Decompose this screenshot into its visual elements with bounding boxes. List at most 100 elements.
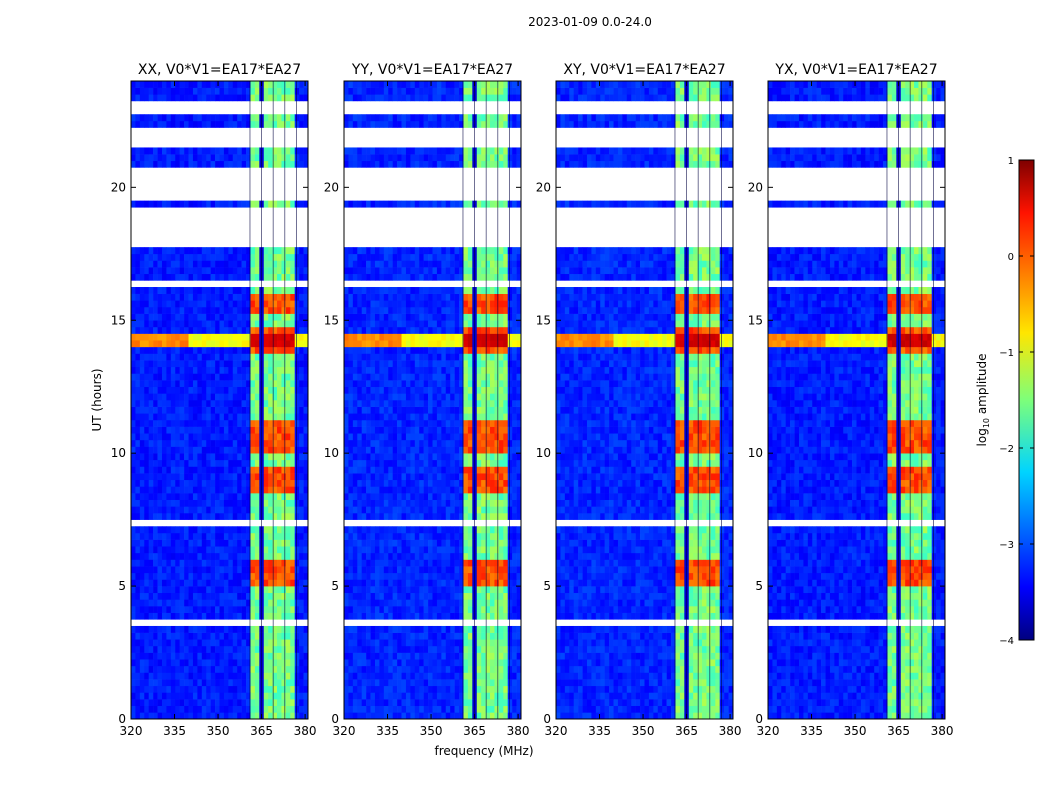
heatmap-cell: [498, 679, 504, 687]
heatmap-cell: [272, 579, 278, 587]
heatmap-cell: [432, 400, 438, 407]
heatmap-cell: [423, 506, 429, 514]
heatmap-cell: [450, 532, 455, 540]
heatmap-cell: [277, 87, 282, 95]
heatmap-cell: [135, 386, 141, 394]
heatmap-cell: [463, 400, 469, 407]
heatmap-cell: [246, 625, 251, 633]
heatmap-cell: [498, 685, 504, 693]
heatmap-cell: [139, 413, 145, 421]
heatmap-cell: [498, 659, 504, 667]
heatmap-cell: [215, 326, 220, 334]
heatmap-cell: [299, 679, 304, 687]
heatmap-cell: [232, 479, 238, 487]
heatmap-cell: [135, 320, 141, 328]
heatmap-cell: [223, 532, 229, 540]
heatmap-cell: [507, 439, 513, 447]
heatmap-cell: [210, 154, 216, 162]
heatmap-cell: [294, 353, 300, 361]
heatmap-cell: [166, 260, 172, 268]
heatmap-cell: [512, 712, 517, 720]
heatmap-cell: [419, 526, 424, 534]
heatmap-cell: [463, 479, 469, 487]
heatmap-cell: [512, 453, 517, 461]
heatmap-cell: [459, 526, 464, 534]
heatmap-cell: [454, 459, 460, 467]
heatmap-cell: [166, 439, 172, 447]
heatmap-cell: [131, 287, 136, 294]
heatmap-cell: [401, 433, 407, 441]
heatmap-cell: [175, 506, 180, 514]
heatmap-cell: [285, 572, 291, 580]
heatmap-cell: [423, 665, 429, 673]
heatmap-cell: [223, 87, 229, 95]
heatmap-cell: [228, 606, 234, 613]
heatmap-cell: [516, 645, 522, 653]
heatmap-cell: [272, 273, 278, 281]
heatmap-cell: [281, 532, 287, 540]
heatmap-cell: [294, 360, 300, 368]
heatmap-cell: [405, 612, 411, 620]
heatmap-cell: [219, 659, 225, 667]
heatmap-cell: [348, 606, 354, 613]
heatmap-cell: [467, 672, 473, 680]
heatmap-cell: [228, 433, 234, 441]
heatmap-cell: [197, 253, 203, 261]
heatmap-cell: [144, 652, 149, 660]
heatmap-cell: [192, 413, 198, 421]
heatmap-cell: [170, 659, 176, 667]
heatmap-cell: [192, 94, 198, 102]
heatmap-cell: [170, 506, 176, 514]
heatmap-cell: [263, 346, 269, 354]
heatmap-cell: [135, 479, 141, 487]
heatmap-cell: [441, 512, 447, 520]
heatmap-cell: [485, 526, 491, 534]
heatmap-cell: [450, 446, 455, 454]
heatmap-cell: [157, 699, 163, 707]
heatmap-cell: [237, 645, 242, 653]
heatmap-cell: [277, 592, 282, 600]
heatmap-cell: [428, 546, 433, 554]
heatmap-cell: [463, 712, 469, 720]
heatmap-cell: [228, 572, 234, 580]
heatmap-cell: [153, 453, 158, 461]
heatmap-cell: [223, 645, 229, 653]
heatmap-cell: [157, 439, 163, 447]
heatmap-cell: [153, 466, 158, 474]
heatmap-cell: [272, 320, 278, 328]
heatmap-cell: [215, 625, 220, 633]
heatmap-cell: [507, 526, 513, 534]
heatmap-cell: [476, 426, 482, 434]
heatmap-cell: [135, 393, 141, 401]
heatmap-cell: [166, 479, 172, 487]
heatmap-cell: [197, 260, 203, 268]
heatmap-cell: [268, 459, 273, 467]
heatmap-cell: [454, 393, 460, 401]
heatmap-cell: [281, 326, 287, 334]
heatmap-cell: [170, 466, 176, 474]
heatmap-cell: [179, 612, 185, 620]
heatmap-cell: [388, 625, 393, 633]
heatmap-cell: [175, 333, 180, 341]
heatmap-cell: [414, 625, 420, 633]
heatmap-cell: [223, 592, 229, 600]
heatmap-cell: [254, 632, 260, 640]
heatmap-cell: [370, 453, 376, 461]
heatmap-cell: [303, 665, 309, 673]
heatmap-cell: [485, 433, 491, 441]
heatmap-cell: [241, 473, 247, 481]
heatmap-cell: [441, 466, 447, 474]
heatmap-cell: [344, 639, 349, 647]
heatmap-cell: [148, 346, 154, 354]
heatmap-cell: [374, 692, 380, 700]
heatmap-cell: [352, 546, 358, 554]
heatmap-cell: [144, 512, 149, 520]
heatmap-cell: [268, 645, 273, 653]
heatmap-cell: [410, 685, 416, 693]
heatmap-cell: [254, 94, 260, 102]
heatmap-cell: [423, 446, 429, 454]
heatmap-cell: [294, 665, 300, 673]
heatmap-cell: [215, 353, 220, 361]
heatmap-cell: [303, 512, 309, 520]
heatmap-cell: [445, 665, 451, 673]
